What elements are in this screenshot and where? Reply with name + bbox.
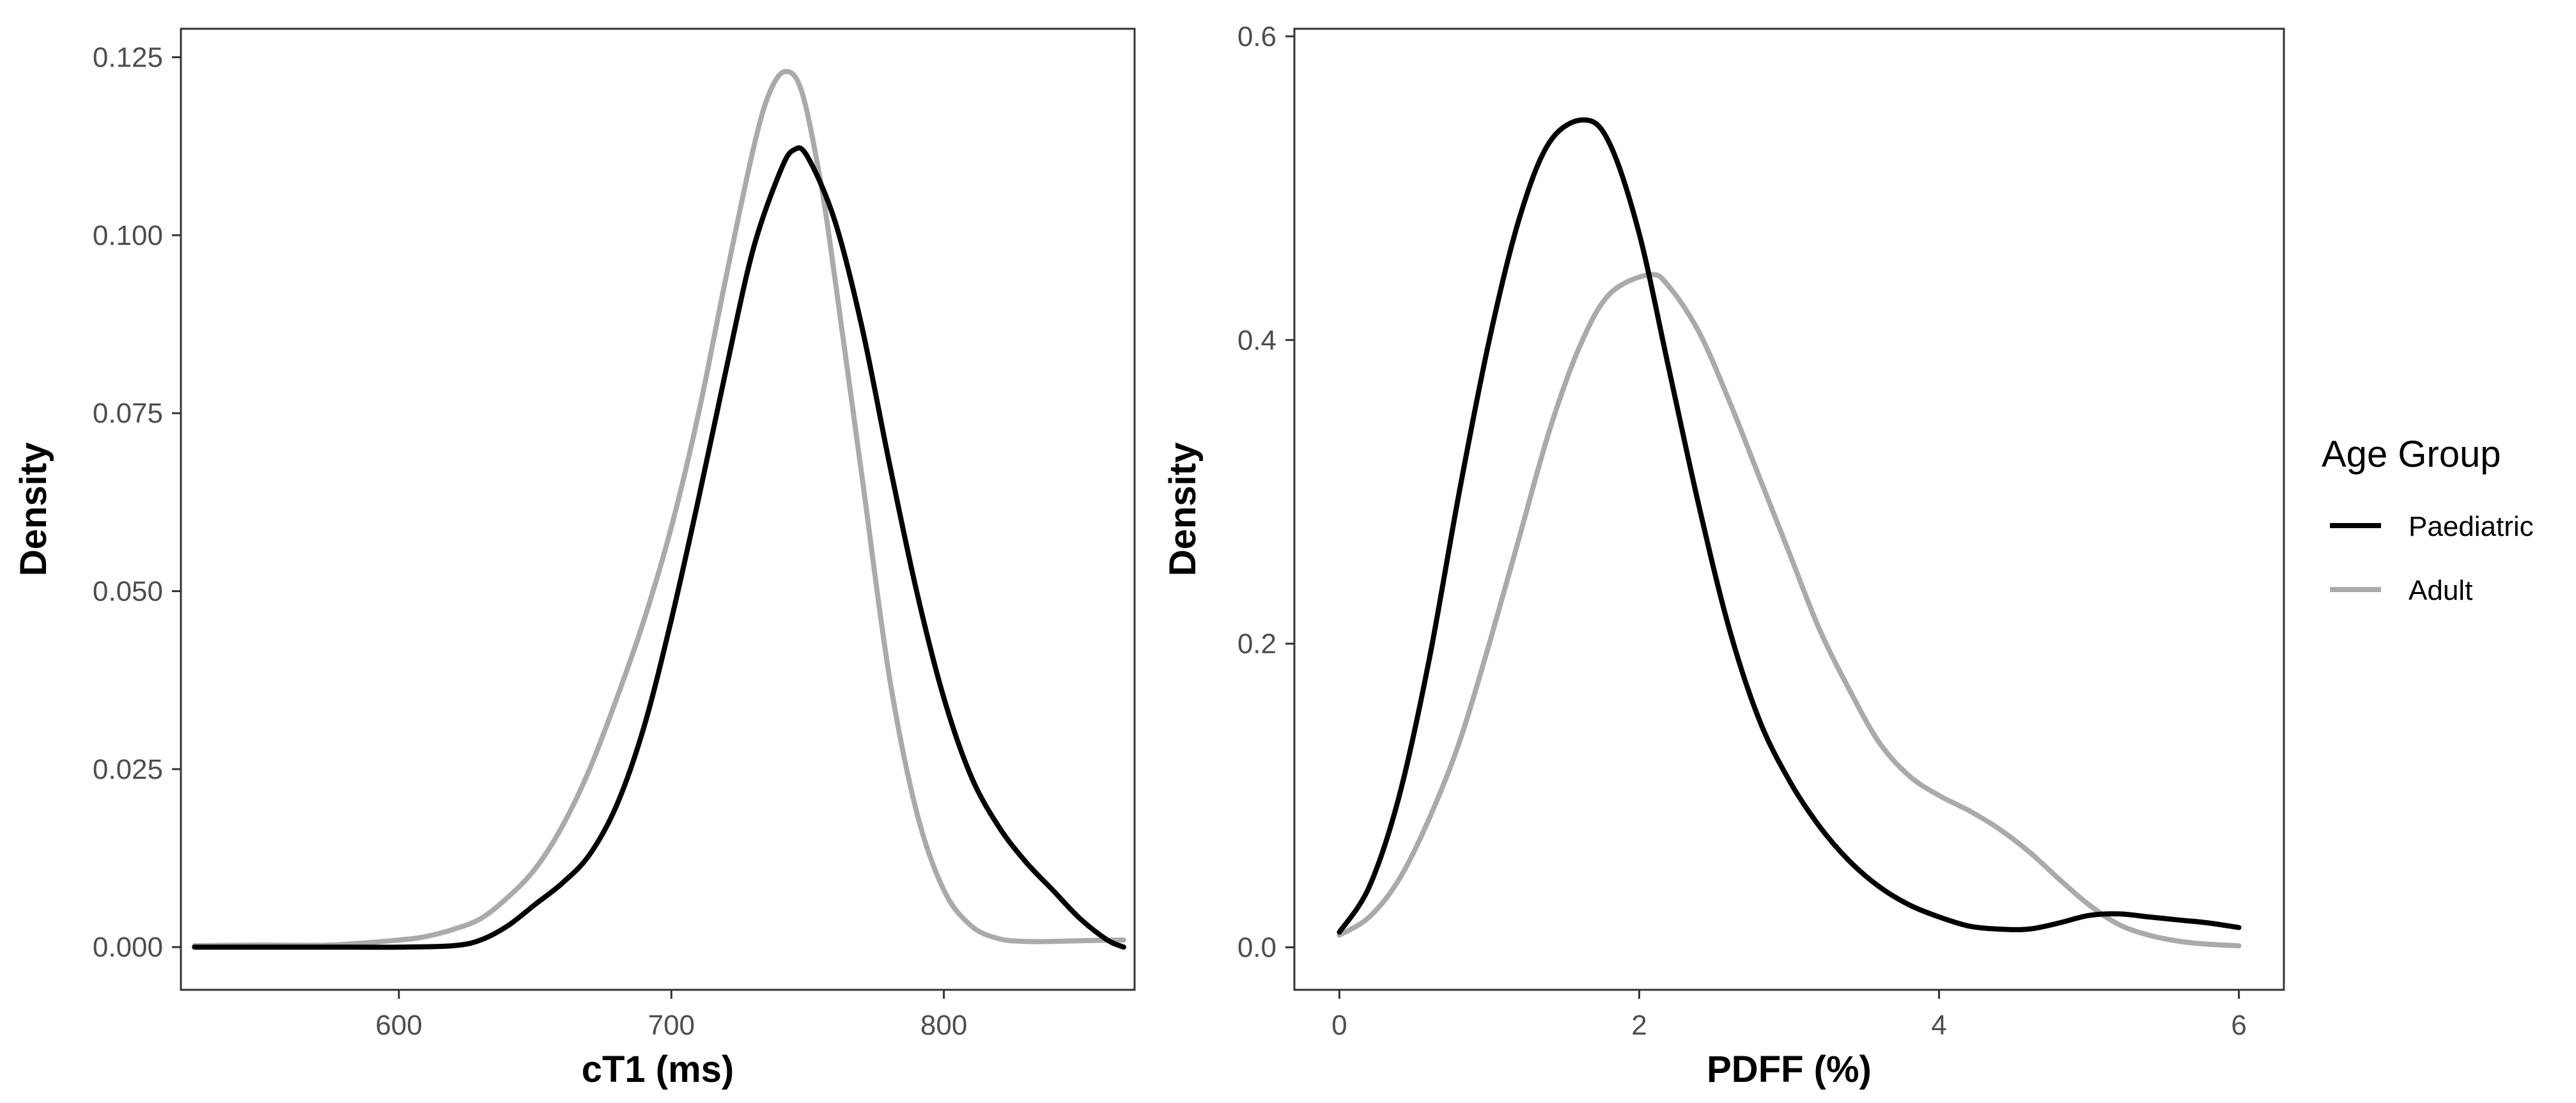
- legend: Age Group Paediatric Adult: [2322, 434, 2534, 606]
- legend-title: Age Group: [2322, 434, 2501, 475]
- pdff-x-tick-label: 4: [1931, 1010, 1946, 1041]
- legend-label-adult: Adult: [2409, 575, 2472, 606]
- pdff-density-panel: 0 2 4 6 0.0 0.2 0.4 0.6 PDFF (%) Density: [1162, 21, 2285, 1090]
- pdff-y-tick-label: 0.0: [1238, 932, 1276, 964]
- ct1-y-axis-title: Density: [13, 442, 54, 577]
- pdff-y-tick-label: 0.6: [1238, 21, 1276, 52]
- ct1-y-tick-label: 0.100: [93, 220, 163, 251]
- ct1-y-tick-label: 0.075: [93, 398, 163, 429]
- pdff-adult-density-line: [1337, 272, 2242, 949]
- pdff-x-tick-label: 2: [1631, 1010, 1647, 1041]
- legend-label-paediatric: Paediatric: [2409, 511, 2534, 542]
- ct1-y-tick-label: 0.025: [93, 754, 163, 785]
- ct1-y-tick-label: 0.000: [93, 932, 163, 963]
- pdff-x-tick-label: 6: [2231, 1010, 2246, 1041]
- pdff-y-tick-label: 0.4: [1238, 325, 1276, 356]
- pdff-y-axis-title: Density: [1162, 442, 1204, 577]
- pdff-x-tick-label: 0: [1331, 1010, 1347, 1041]
- ct1-x-tick-label: 700: [648, 1010, 695, 1041]
- ct1-adult-density-line: [192, 68, 1126, 948]
- ct1-density-panel: 600 700 800 0.000 0.025 0.050 0.075 0.100 0.125 c…: [13, 27, 1136, 1090]
- pdff-y-tick-label: 0.2: [1238, 629, 1276, 660]
- ct1-y-tick-label: 0.050: [93, 576, 163, 607]
- ct1-paediatric-density-line: [192, 145, 1126, 950]
- ct1-panel-border: [180, 27, 1136, 991]
- ct1-x-tick-label: 800: [920, 1010, 967, 1041]
- ct1-x-axis-title: cT1 (ms): [582, 1049, 734, 1090]
- ct1-x-tick-label: 600: [375, 1010, 422, 1041]
- ct1-y-tick-label: 0.125: [93, 42, 163, 74]
- pdff-x-axis-title: PDFF (%): [1707, 1049, 1872, 1090]
- pdff-panel-border: [1293, 27, 2285, 991]
- pdff-paediatric-density-line: [1337, 117, 2242, 935]
